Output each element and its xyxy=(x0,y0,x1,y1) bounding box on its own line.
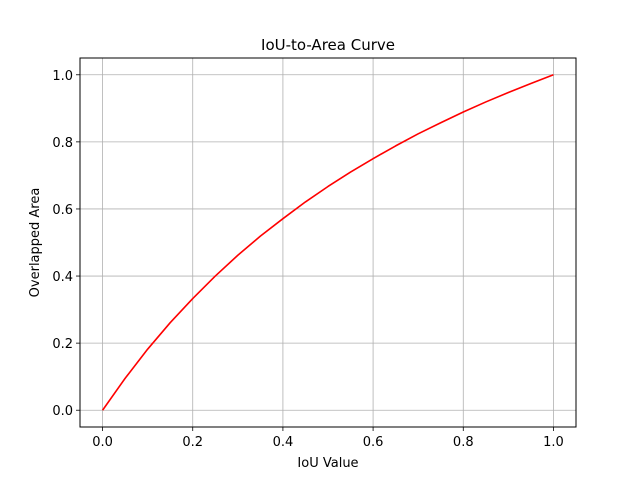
x-tick-label: 0.8 xyxy=(453,435,474,450)
grid xyxy=(80,58,576,427)
x-tick-label: 0.6 xyxy=(363,435,384,450)
y-axis-ticks: 0.0 0.2 0.4 0.6 0.8 1.0 xyxy=(52,69,80,419)
series-line xyxy=(101,74,554,411)
y-axis-label: Overlapped Area xyxy=(28,188,43,298)
plot-frame xyxy=(79,57,577,428)
x-tick-label: 0.0 xyxy=(92,435,113,450)
chart-title: IoU-to-Area Curve xyxy=(261,36,395,54)
x-tick-label: 0.4 xyxy=(273,435,294,450)
y-tick-label: 0.8 xyxy=(52,136,73,151)
y-tick-label: 0.0 xyxy=(52,404,73,419)
y-tick-label: 0.6 xyxy=(52,203,73,218)
y-tick-label: 0.2 xyxy=(52,337,73,352)
x-tick-label: 0.2 xyxy=(182,435,203,450)
series-layer xyxy=(101,74,554,411)
x-axis-ticks: 0.0 0.2 0.4 0.6 0.8 1.0 xyxy=(92,427,564,450)
x-tick-label: 1.0 xyxy=(543,435,564,450)
y-tick-label: 0.4 xyxy=(52,270,73,285)
y-tick-label: 1.0 xyxy=(52,69,73,84)
x-axis-label: IoU Value xyxy=(297,456,358,471)
